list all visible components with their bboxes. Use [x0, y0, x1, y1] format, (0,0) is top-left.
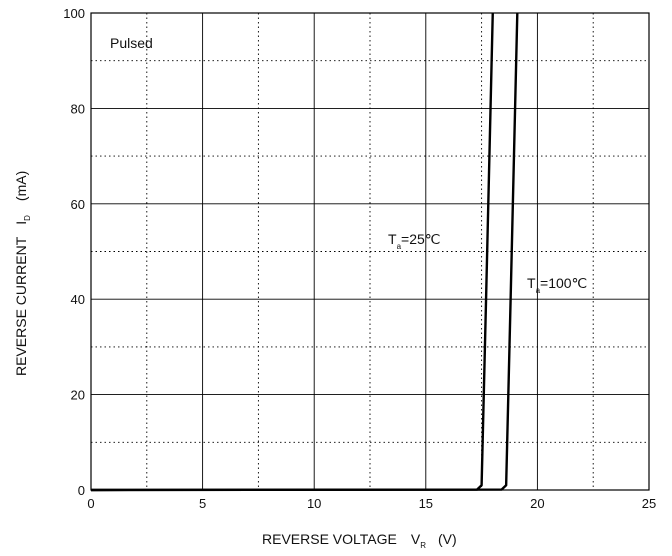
tick-labels: 0 5 10 15 20 25 0 20 40 60 80 100 — [63, 6, 656, 511]
series-line-ta-100c — [90, 12, 519, 492]
y-tick-label: 100 — [63, 6, 85, 21]
series-lines — [90, 12, 519, 492]
x-axis-title: REVERSE VOLTAGE VR (V) — [262, 531, 457, 550]
series-label-25c: Ta=25℃ — [388, 231, 441, 251]
y-tick-label: 0 — [78, 483, 85, 498]
series-line-ta-25c — [90, 12, 494, 492]
x-tick-label: 10 — [307, 496, 321, 511]
x-tick-label: 25 — [642, 496, 656, 511]
x-tick-label: 0 — [87, 496, 94, 511]
y-tick-label: 80 — [71, 101, 85, 116]
pulsed-annotation: Pulsed — [110, 35, 153, 51]
x-tick-label: 15 — [419, 496, 433, 511]
y-tick-label: 40 — [71, 292, 85, 307]
x-tick-label: 5 — [199, 496, 206, 511]
y-tick-label: 20 — [71, 388, 85, 403]
x-tick-label: 20 — [530, 496, 544, 511]
y-tick-label: 60 — [71, 197, 85, 212]
series-label-100c: Ta=100℃ — [527, 275, 587, 295]
y-axis-title: REVERSE CURRENTID(mA) — [13, 171, 32, 376]
grid — [91, 13, 649, 490]
